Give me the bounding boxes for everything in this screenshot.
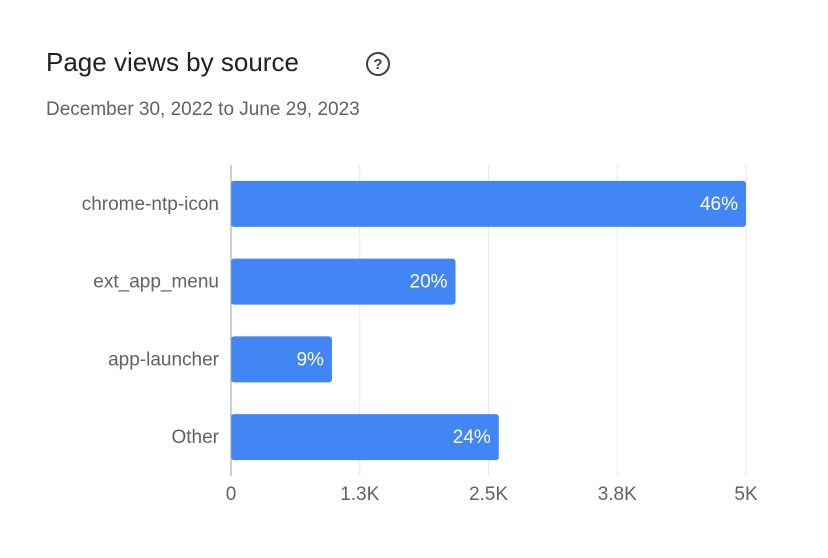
- bar-label: 9%: [296, 349, 324, 370]
- y-tick-label: Other: [171, 427, 219, 448]
- bar-label: 24%: [453, 427, 491, 448]
- bar: [231, 180, 746, 227]
- x-tick-label: 0: [226, 484, 237, 505]
- x-tick-label: 5K: [734, 484, 758, 505]
- help-icon[interactable]: ?: [366, 52, 390, 76]
- bar: [231, 336, 332, 383]
- bar: [231, 414, 499, 461]
- chart-subtitle: December 30, 2022 to June 29, 2023: [46, 99, 360, 120]
- x-tick-label: 1.3K: [340, 484, 379, 505]
- bar-label: 20%: [410, 272, 448, 293]
- chart-title: Page views by source: [46, 47, 299, 77]
- y-tick-label: ext_app_menu: [93, 272, 219, 293]
- svg-text:?: ?: [373, 56, 382, 73]
- bar: [231, 258, 456, 305]
- y-tick-label: chrome-ntp-icon: [82, 194, 219, 215]
- x-tick-label: 2.5K: [469, 484, 508, 505]
- x-tick-label: 3.8K: [598, 484, 637, 505]
- y-tick-label: app-launcher: [108, 349, 220, 370]
- bar-label: 46%: [700, 194, 738, 215]
